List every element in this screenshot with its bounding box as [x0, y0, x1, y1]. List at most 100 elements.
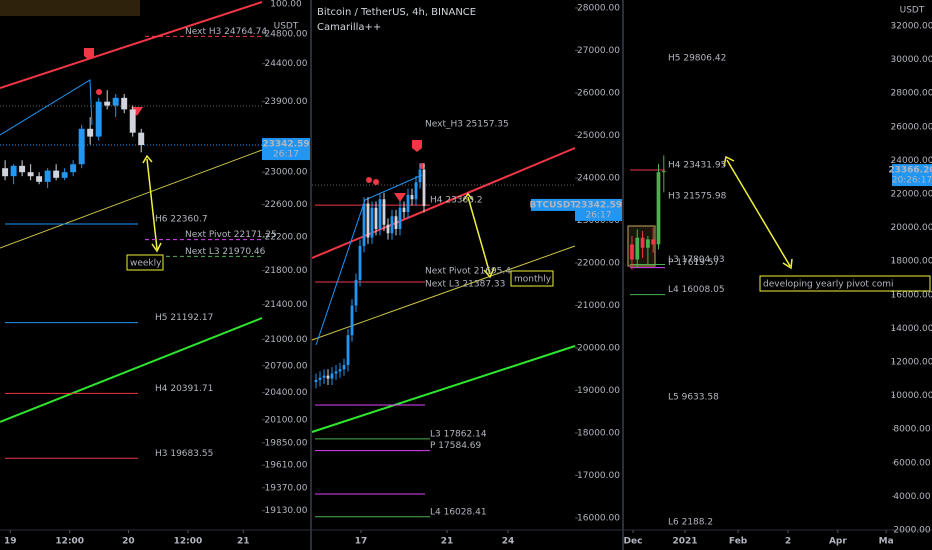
x-tick-label: Dec: [624, 537, 643, 547]
level-label: Next L3 21387.33: [425, 280, 505, 290]
candle-body: [10, 165, 17, 177]
arrow: [726, 159, 791, 267]
level-label: H5 29806.42: [668, 53, 726, 63]
level-label: H5 21192.17: [155, 313, 213, 323]
level-label: L4 16008.05: [668, 285, 725, 295]
trend-line: [311, 245, 576, 341]
candle-body: [656, 172, 661, 245]
countdown-label: 26:17: [273, 150, 299, 160]
x-tick-label: 21: [441, 537, 454, 547]
y-tick-label: 22000.00: [891, 190, 932, 200]
level-label: L6 2188.2: [668, 517, 713, 527]
level-label: L4 16028.41: [430, 507, 487, 517]
y-tick-label: 19000.00: [577, 386, 620, 396]
symbol-label: BTCUSDT: [529, 200, 577, 210]
price-badge: [262, 138, 310, 161]
arrow-head: [142, 154, 153, 164]
y-tick-label: 28000.00: [891, 89, 932, 99]
arrow-head: [723, 155, 735, 167]
y-tick-label: 23000.00: [577, 216, 620, 226]
level-label: H4 20391.71: [155, 384, 213, 394]
arrow-head: [462, 192, 474, 202]
level-label: L3 17804.03: [668, 255, 725, 265]
unit-label: USDT: [274, 22, 299, 32]
y-tick-label: 4000.00: [893, 492, 930, 502]
candle-body: [36, 176, 43, 182]
y-tick-label: 16000.00: [577, 514, 620, 524]
candle-body: [95, 101, 102, 137]
y-tick-label: 21800.00: [265, 266, 308, 276]
y-tick-label: 20000.00: [577, 344, 620, 354]
marker: [394, 193, 406, 202]
y-tick-label: 24000.00: [577, 173, 620, 183]
symbol-badge: [531, 198, 575, 211]
y-tick-label: 19610.00: [265, 461, 308, 471]
x-tick-label: 24: [502, 537, 515, 547]
y-tick-label: 19850.00: [265, 438, 308, 448]
x-tick-label: 12:00: [174, 537, 203, 547]
x-tick-label: 2: [785, 537, 791, 547]
y-tick-label: 18000.00: [577, 429, 620, 439]
candle-body: [386, 224, 390, 234]
marker: [366, 177, 372, 183]
candle-body: [358, 246, 362, 281]
candle-body: [104, 101, 111, 106]
level-label: P 17584.69: [430, 441, 482, 451]
trend-line: [0, 1, 263, 89]
candle-body: [635, 237, 640, 260]
marker: [412, 140, 422, 152]
candle-body: [318, 377, 322, 380]
y-tick-label: 22600.00: [265, 200, 308, 210]
note-text: weekly: [130, 259, 162, 269]
candle-body: [338, 369, 342, 372]
candle-body: [362, 203, 366, 247]
drawing: [0, 79, 93, 136]
y-tick-label: 20000.00: [891, 223, 932, 233]
y-tick-label: 20400.00: [265, 388, 308, 398]
y-tick-label: 21000.00: [577, 301, 620, 311]
arrow: [467, 196, 491, 275]
y-tick-label: 20100.00: [265, 415, 308, 425]
arrow: [146, 158, 158, 250]
note-text: developing yearly pivot comi: [763, 280, 894, 290]
arrow-head: [151, 242, 162, 253]
x-tick-label: 21: [237, 537, 250, 547]
candle-body: [661, 171, 666, 173]
y-tick-label: 17000.00: [577, 471, 620, 481]
candle-body: [326, 375, 330, 379]
x-tick-label: 17: [355, 537, 368, 547]
candle-body: [630, 244, 634, 260]
note-text: monthly: [514, 275, 552, 285]
candle-body: [382, 199, 386, 225]
y-tick-label: 32000.00: [891, 22, 932, 32]
candle-body: [334, 371, 338, 374]
note-box: [759, 275, 931, 292]
candle-body: [422, 169, 426, 206]
candle-body: [70, 164, 77, 173]
candle-body: [651, 239, 656, 245]
scale-label: 100.00: [270, 0, 302, 10]
y-tick-label: 24000.00: [891, 156, 932, 166]
y-tick-label: 23900.00: [265, 97, 308, 107]
level-label: Next_H3 25157.35: [425, 119, 509, 129]
y-tick-label: 18000.00: [891, 257, 932, 267]
indicator-name: Camarilla++: [317, 22, 381, 33]
y-tick-label: 24400.00: [265, 59, 308, 69]
candle-body: [370, 207, 374, 238]
candle-body: [121, 97, 128, 110]
trend-line: [311, 345, 576, 433]
y-tick-label: 26000.00: [891, 122, 932, 132]
candle-body: [402, 207, 406, 212]
candle-body: [350, 305, 354, 336]
candle-body: [414, 182, 418, 200]
level-label: H4 23363.2: [430, 196, 483, 206]
candle-body: [61, 172, 68, 178]
candle-body: [44, 170, 51, 182]
drawing: [315, 174, 423, 346]
candle-body: [19, 165, 26, 173]
candle-body: [646, 239, 650, 248]
y-tick-label: 27000.00: [577, 46, 620, 56]
price-badge-label: 23342.59: [575, 200, 622, 210]
y-tick-label: 2000.00: [893, 526, 930, 536]
